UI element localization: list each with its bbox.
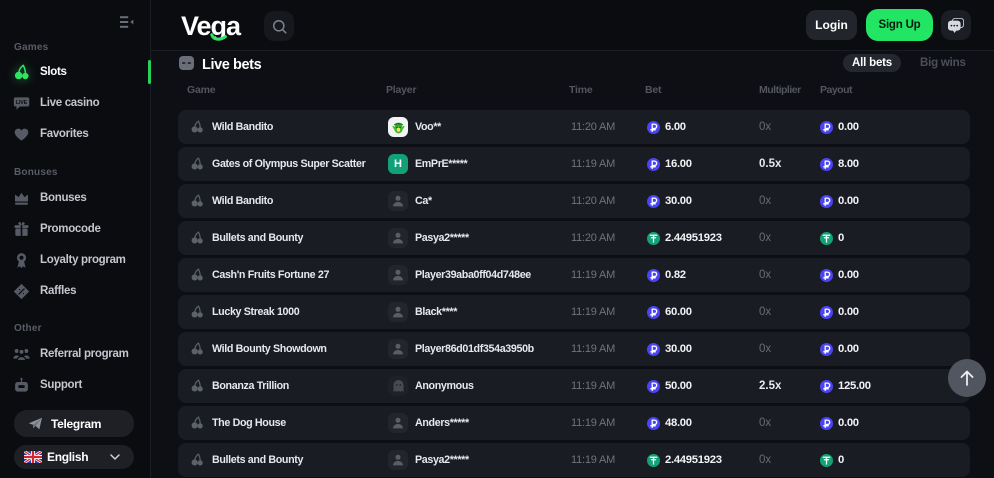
svg-text:LIVE: LIVE (16, 99, 28, 105)
